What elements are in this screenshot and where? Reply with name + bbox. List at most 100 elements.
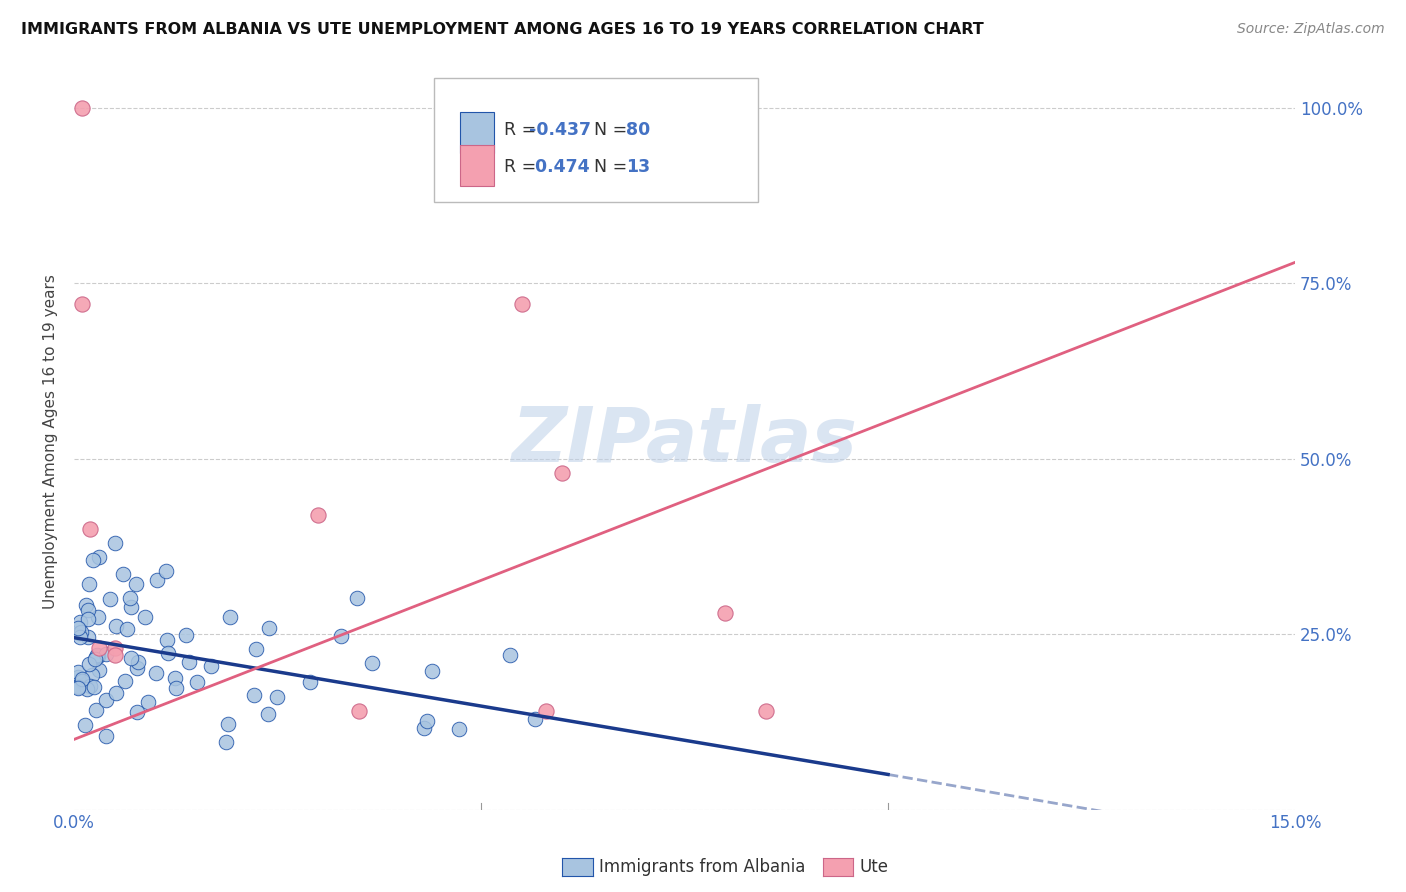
Point <box>67 621 90 635</box>
Point <box>361 656 384 670</box>
Point <box>83 680 105 694</box>
Point <box>87 641 110 656</box>
Text: R =: R = <box>503 121 541 139</box>
Point <box>69 630 91 644</box>
Point <box>145 573 167 587</box>
Point <box>127 655 149 669</box>
Point <box>449 722 471 736</box>
Point <box>104 648 127 663</box>
Text: IMMIGRANTS FROM ALBANIA VS UTE UNEMPLOYMENT AMONG AGES 16 TO 19 YEARS CORRELATIO: IMMIGRANTS FROM ALBANIA VS UTE UNEMPLOYM… <box>21 22 984 37</box>
Point <box>755 704 778 718</box>
Point <box>256 706 278 721</box>
Point <box>329 629 352 643</box>
Point <box>70 101 93 115</box>
Point <box>69 624 91 639</box>
Point <box>266 690 288 704</box>
Text: ZIPatlas: ZIPatlas <box>512 404 858 478</box>
Point <box>200 659 222 673</box>
Point <box>524 712 547 726</box>
Point <box>76 631 98 645</box>
Point <box>86 703 108 717</box>
Point <box>177 655 200 669</box>
Point <box>245 642 267 657</box>
Point <box>67 669 90 683</box>
Point <box>87 549 110 564</box>
Point <box>174 628 197 642</box>
Point <box>156 633 179 648</box>
Text: Source: ZipAtlas.com: Source: ZipAtlas.com <box>1237 22 1385 37</box>
Point <box>551 466 574 480</box>
Point <box>67 680 90 694</box>
Point <box>79 679 101 693</box>
Point <box>120 599 142 614</box>
Point <box>127 706 149 720</box>
Point <box>80 668 103 682</box>
Point <box>420 665 443 679</box>
Point <box>104 619 127 633</box>
Point <box>257 621 280 635</box>
Text: R =: R = <box>503 158 541 176</box>
Point <box>76 681 98 696</box>
Point <box>219 610 242 624</box>
Point <box>217 717 239 731</box>
Text: N =: N = <box>583 121 633 139</box>
Y-axis label: Unemployment Among Ages 16 to 19 years: Unemployment Among Ages 16 to 19 years <box>44 274 58 608</box>
Point <box>118 591 141 606</box>
Point <box>86 650 108 665</box>
Point <box>534 704 557 718</box>
Point <box>86 648 108 663</box>
Point <box>84 652 107 666</box>
Point <box>96 693 118 707</box>
Point <box>87 649 110 664</box>
Point <box>156 646 179 660</box>
Point <box>67 681 90 695</box>
Point <box>165 681 187 695</box>
Point <box>104 641 127 656</box>
Point <box>87 610 110 624</box>
Text: N =: N = <box>583 158 633 176</box>
Point <box>67 625 90 640</box>
Point <box>714 606 737 620</box>
Point <box>298 675 321 690</box>
Point <box>186 674 208 689</box>
Point <box>87 663 110 677</box>
Point <box>77 603 100 617</box>
Text: 13: 13 <box>626 158 650 176</box>
Point <box>163 671 186 685</box>
Point <box>120 650 142 665</box>
Point <box>125 577 148 591</box>
Point <box>346 591 368 605</box>
Point <box>98 592 121 607</box>
Point <box>134 610 156 624</box>
Point <box>96 648 118 662</box>
Point <box>413 721 436 735</box>
Point <box>307 508 329 522</box>
Point <box>105 686 128 700</box>
Point <box>125 661 148 675</box>
Point <box>70 673 93 688</box>
Text: Ute: Ute <box>859 858 889 876</box>
FancyBboxPatch shape <box>460 145 494 186</box>
Point <box>215 735 238 749</box>
FancyBboxPatch shape <box>460 112 494 153</box>
Point <box>416 714 439 728</box>
Point <box>67 665 90 679</box>
Point <box>70 673 93 687</box>
Point <box>243 688 266 702</box>
Point <box>136 695 159 709</box>
Point <box>117 622 139 636</box>
Point <box>67 679 90 693</box>
Point <box>94 729 117 743</box>
Point <box>82 553 104 567</box>
Point <box>75 718 97 732</box>
Point <box>77 657 100 671</box>
Point <box>104 536 127 550</box>
Point <box>145 665 167 680</box>
Point <box>499 648 522 663</box>
Point <box>79 522 101 536</box>
Point <box>510 297 533 311</box>
FancyBboxPatch shape <box>434 78 758 202</box>
Point <box>79 577 101 591</box>
Point <box>155 564 177 578</box>
Text: Immigrants from Albania: Immigrants from Albania <box>599 858 806 876</box>
